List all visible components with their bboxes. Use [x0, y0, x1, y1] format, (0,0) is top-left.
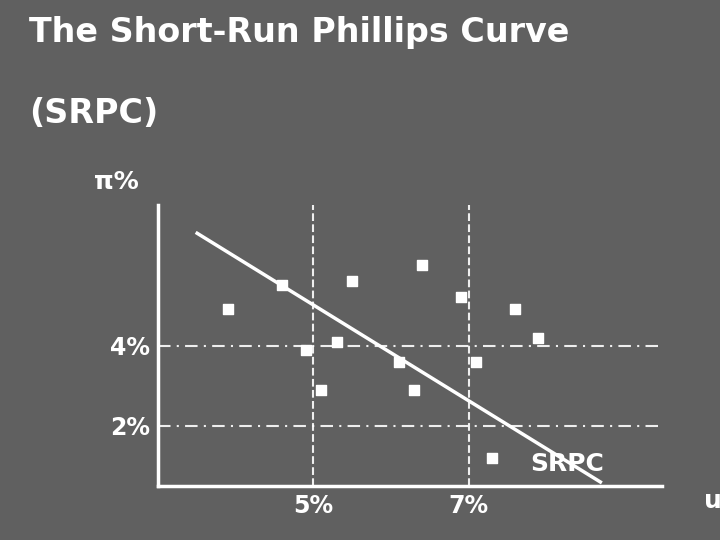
Point: [533, 333, 544, 342]
Point: [315, 386, 327, 394]
Point: [346, 277, 358, 286]
Text: (SRPC): (SRPC): [29, 97, 158, 130]
Text: u%: u%: [704, 489, 720, 513]
Point: [416, 261, 428, 269]
Text: SRPC: SRPC: [531, 452, 605, 476]
Text: π%: π%: [94, 170, 139, 194]
Point: [408, 386, 420, 394]
Point: [276, 281, 288, 290]
Point: [393, 357, 405, 366]
Text: The Short-Run Phillips Curve: The Short-Run Phillips Curve: [29, 16, 570, 49]
Point: [486, 454, 498, 462]
Point: [300, 345, 312, 354]
Point: [222, 305, 234, 314]
Point: [331, 338, 343, 346]
Point: [509, 305, 521, 314]
Point: [455, 293, 467, 302]
Point: [471, 357, 482, 366]
